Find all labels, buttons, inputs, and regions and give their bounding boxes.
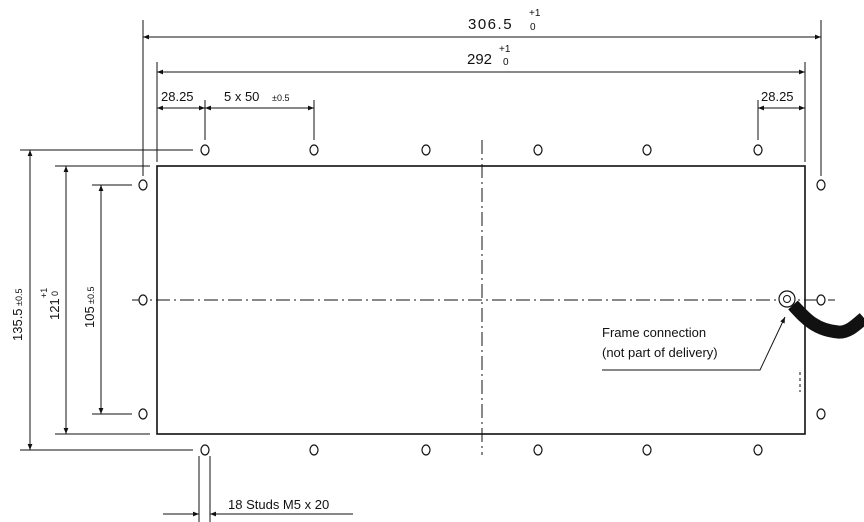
overall-height-value: 135.5	[10, 308, 25, 341]
stud-hole	[533, 444, 543, 456]
frame-connection-note: (not part of delivery)	[602, 345, 718, 360]
stud-pitch-tol: ±0.5	[272, 93, 289, 103]
stud-hole	[200, 144, 210, 156]
plate-width-tol-lower: 0	[503, 57, 509, 68]
stud-hole	[753, 144, 763, 156]
plate-height-tol-upper: +1	[39, 288, 49, 298]
stud-hole	[753, 444, 763, 456]
stud-hole	[642, 144, 652, 156]
frame-connection-label: Frame connection	[602, 325, 706, 340]
stud-row-spacing-dim-text: 105 ±0.5	[82, 287, 97, 328]
frame-connection-terminal	[778, 290, 864, 392]
stud-hole	[421, 144, 431, 156]
stud-hole	[138, 179, 148, 191]
stud-hole	[200, 444, 210, 456]
studs-side-columns	[138, 179, 826, 420]
edge-offset-left-label: 28.25	[161, 89, 194, 104]
overall-height-tol: ±0.5	[14, 289, 24, 306]
overall-width-tol-upper: +1	[529, 8, 541, 19]
overall-width-tol-lower: 0	[530, 22, 536, 33]
edge-offset-right-label: 28.25	[761, 89, 794, 104]
stud-row-spacing-value: 105	[82, 306, 97, 328]
plate-height-value: 121	[47, 298, 62, 320]
ground-cable	[788, 300, 864, 339]
stud-hole	[309, 444, 319, 456]
stud-hole	[816, 179, 826, 191]
stud-hole	[642, 444, 652, 456]
stud-hole	[138, 294, 148, 306]
stud-hole	[138, 408, 148, 420]
plate-height-tol-lower: 0	[50, 291, 60, 296]
stud-hole	[421, 444, 431, 456]
overall-height-dim-text: 135.5 ±0.5	[10, 289, 25, 341]
studs-bottom-row	[200, 444, 763, 456]
plate-width-tol-upper: +1	[499, 44, 511, 55]
plate-width-value: 292	[467, 51, 492, 68]
studs-top-row	[200, 144, 763, 156]
stud-row-spacing-tol: ±0.5	[86, 287, 96, 304]
studs-callout-label: 18 Studs M5 x 20	[228, 497, 329, 512]
stud-pitch-label: 5 x 50	[224, 89, 259, 104]
stud-hole	[816, 294, 826, 306]
frame-connection-leader	[602, 316, 786, 371]
stud-hole	[816, 408, 826, 420]
stud-hole	[309, 144, 319, 156]
overall-width-value: 306.5	[468, 16, 513, 33]
plate-height-dim-text: 121 +1 0	[39, 288, 62, 320]
stud-hole	[533, 144, 543, 156]
